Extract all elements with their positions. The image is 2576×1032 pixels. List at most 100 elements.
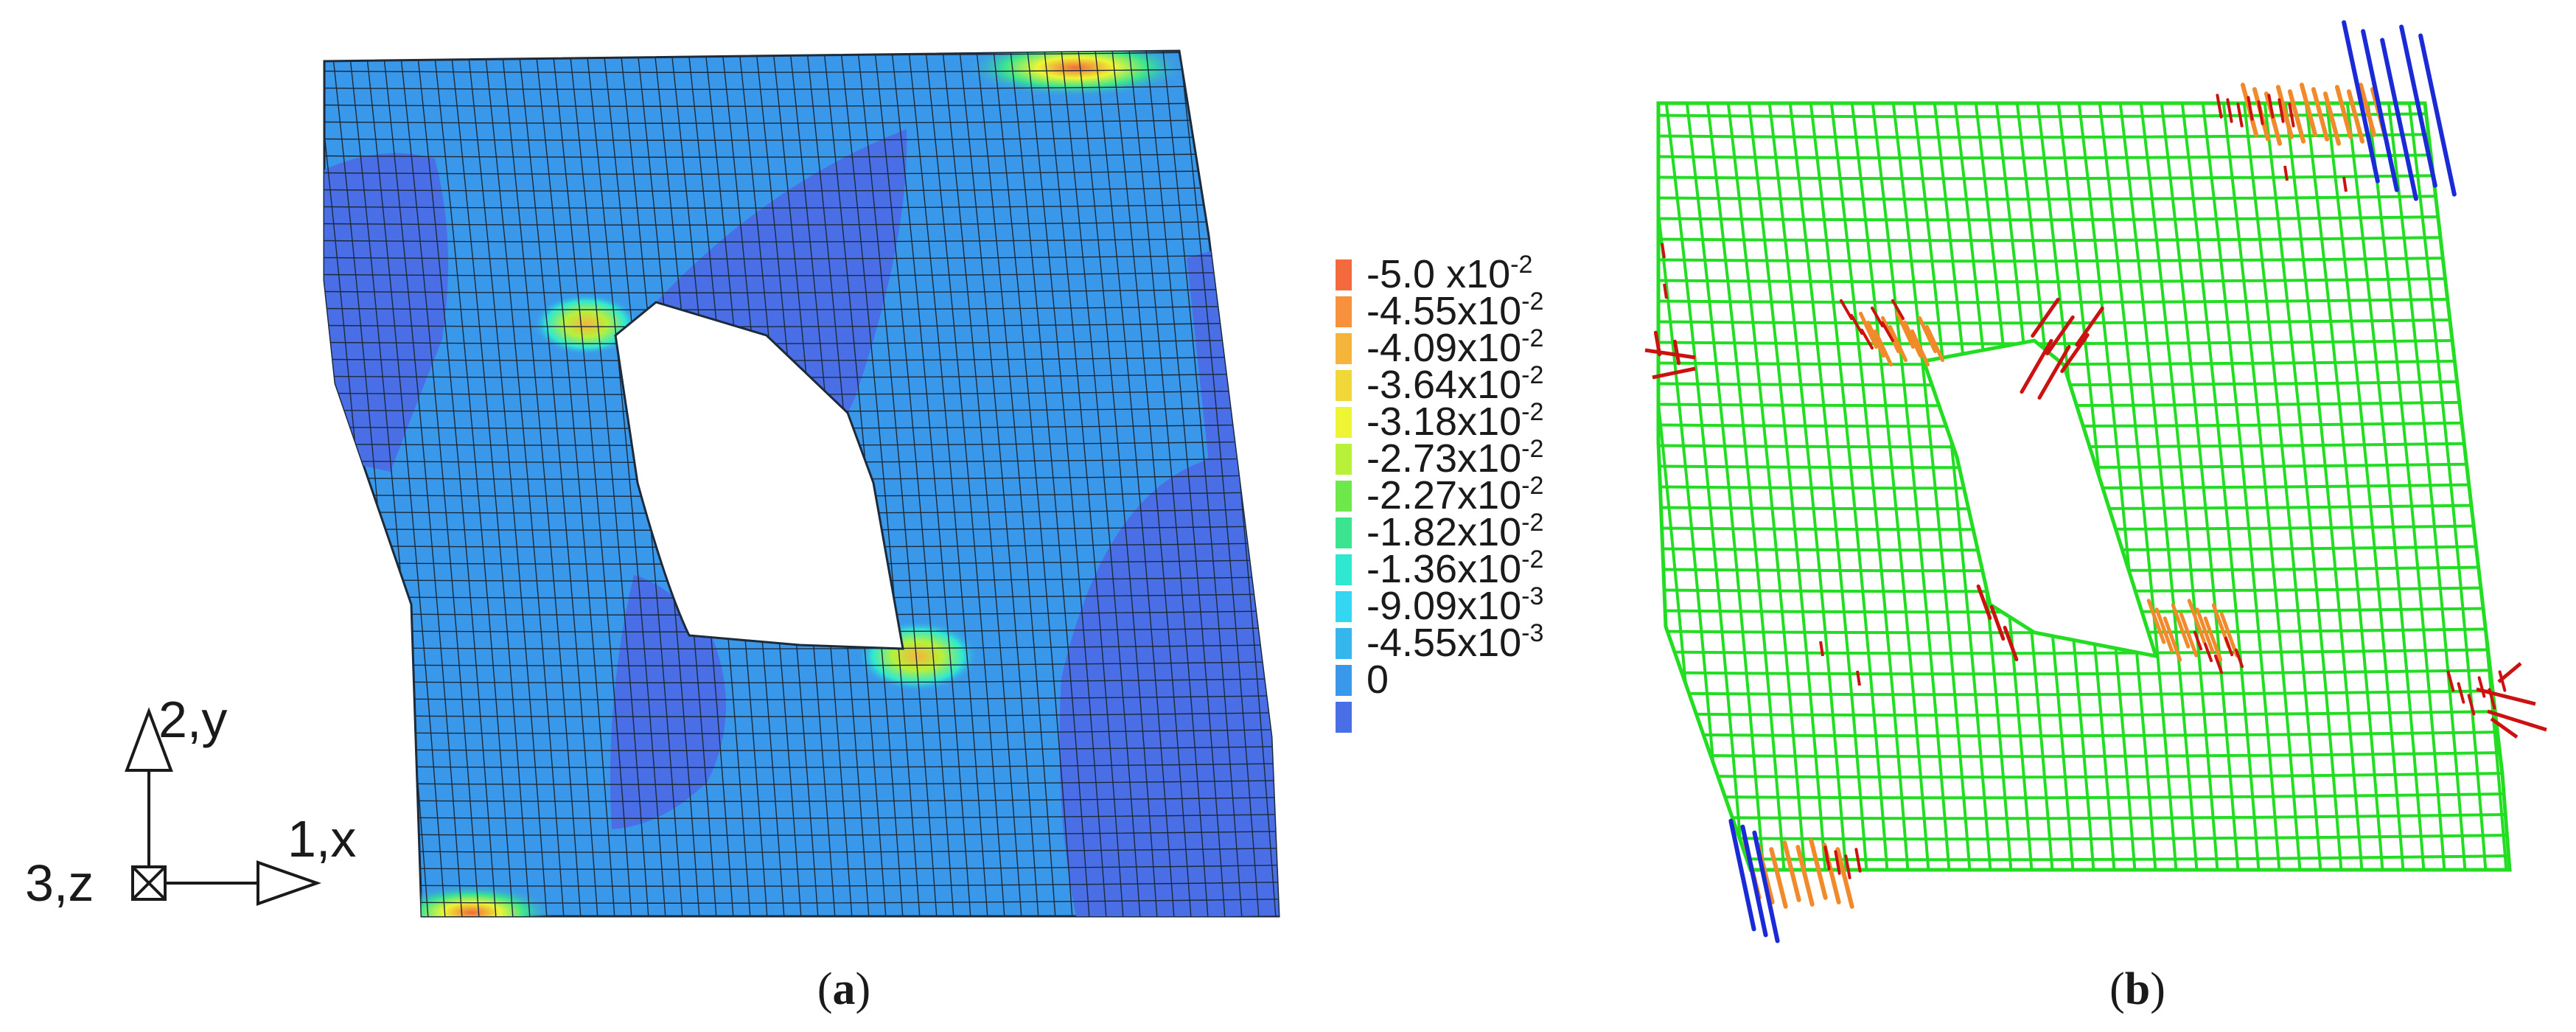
- crack-orange: [1924, 324, 1945, 363]
- caption-b-letter: b: [2125, 964, 2150, 1014]
- mesh-a-vertical-line: [1178, 51, 1260, 916]
- mesh-b-horizontal-line: [1658, 792, 2510, 800]
- mesh-b-horizontal-line: [1658, 854, 2510, 862]
- mesh-a-horizontal-line: [324, 644, 1279, 649]
- crack-red: [2060, 332, 2090, 374]
- crack-red: [1819, 641, 1824, 657]
- crack-orange: [1782, 840, 1801, 902]
- legend-label: -4.55x10-2: [1366, 287, 1543, 333]
- legend-label: -9.09x10-3: [1366, 582, 1543, 628]
- mesh-b-vertical-line: [2239, 103, 2323, 870]
- mesh-a-horizontal-line: [280, 34, 1327, 38]
- crack-orange: [2275, 85, 2294, 139]
- legend-label: -3.18x10-2: [1366, 398, 1543, 444]
- mesh-a-horizontal-line: [324, 321, 1279, 327]
- legend-label: -4.09x10-2: [1366, 324, 1543, 370]
- mesh-b-vertical-line: [2466, 103, 2510, 870]
- mesh-a-horizontal-line: [324, 101, 1279, 107]
- mesh-b-vertical-line: [2095, 103, 2179, 870]
- crack-red: [2477, 676, 2486, 698]
- mesh-a-horizontal-line: [324, 881, 1279, 887]
- crack-orange: [1795, 845, 1815, 907]
- mesh-b-vertical-line: [2136, 103, 2220, 870]
- mesh-b-vertical-line: [2074, 103, 2158, 870]
- crack-red: [2213, 654, 2224, 674]
- crack-red: [2267, 94, 2275, 119]
- mesh-a-vertical-line: [398, 51, 481, 916]
- legend-swatch: [1336, 665, 1352, 696]
- crack-red: [2257, 100, 2264, 125]
- crack-red: [1854, 848, 1862, 873]
- caption-b-close: ): [2150, 964, 2165, 1014]
- mesh-b-vertical-line: [2507, 103, 2510, 870]
- crack-red: [2216, 94, 2223, 119]
- crack-red: [1844, 854, 1851, 879]
- mesh-b-vertical-line: [2446, 103, 2510, 870]
- legend-swatch: [1336, 370, 1352, 401]
- legend-label: -3.64x10-2: [1366, 361, 1543, 407]
- mesh-b-vertical-line: [2342, 103, 2426, 870]
- mesh-b-vertical-line: [2177, 103, 2261, 870]
- mesh-a-horizontal-line: [324, 660, 1279, 666]
- crack-orange: [1910, 329, 1930, 367]
- mesh-a-vertical-line: [449, 51, 531, 916]
- mesh-b-vertical-line: [2157, 103, 2241, 870]
- mesh-b-vertical-line: [1909, 103, 1993, 870]
- mesh-a-vertical-line: [1076, 51, 1159, 916]
- crack-orange: [2163, 616, 2182, 662]
- caption-b: (b): [2109, 964, 2165, 1014]
- low-stress-zone-lower-diagonal: [610, 575, 726, 829]
- low-stress-zone-upper-diagonal: [656, 129, 907, 413]
- legend-label: -4.55x10-3: [1366, 619, 1543, 665]
- crack-red: [2193, 630, 2203, 651]
- mesh-a-vertical-line: [466, 51, 548, 916]
- mesh-b-horizontal-line: [1658, 688, 2510, 697]
- crack-red: [2236, 102, 2244, 128]
- mesh-b-vertical-line: [2384, 103, 2468, 870]
- mesh-b-vertical-line: [2301, 103, 2385, 870]
- mesh-a-vertical-line: [1025, 51, 1108, 916]
- crack-orange: [2287, 89, 2306, 144]
- mesh-a-horizontal-line: [324, 745, 1279, 751]
- mesh-b-vertical-line: [1888, 103, 1972, 870]
- legend-swatch: [1336, 444, 1352, 475]
- mesh-a-horizontal-line: [324, 304, 1279, 310]
- mesh-b-vertical-line: [2322, 103, 2406, 870]
- mesh-a-vertical-line: [1059, 51, 1142, 916]
- crack-orange: [1835, 847, 1854, 909]
- mesh-b-vertical-line: [2115, 103, 2199, 870]
- crack-red: [2490, 717, 2519, 739]
- legend-swatch: [1336, 481, 1352, 512]
- mesh-a-vertical-line: [534, 51, 616, 916]
- mesh-b-vertical-line: [2198, 103, 2282, 870]
- mesh-b-vertical-line: [1658, 103, 1725, 870]
- crack-red: [2045, 315, 2075, 356]
- crack-orange: [2154, 607, 2174, 653]
- crack-blue: [2418, 33, 2457, 197]
- crack-red: [1989, 604, 2006, 641]
- crack-orange: [2299, 83, 2318, 137]
- mesh-a-horizontal-line: [324, 847, 1279, 853]
- crack-red: [1672, 339, 1681, 366]
- crack-red: [1663, 283, 1668, 299]
- mesh-a-horizontal-line: [324, 152, 1279, 158]
- mesh-a-horizontal-line: [324, 355, 1279, 361]
- mesh-b-horizontal-line: [1658, 214, 2510, 222]
- crack-red: [1823, 846, 1831, 871]
- crack-red: [1860, 328, 1874, 350]
- crack-orange: [1888, 324, 1908, 363]
- crack-red: [2342, 176, 2348, 192]
- mesh-b-vertical-line: [1868, 103, 1952, 870]
- mesh-a-vertical-line: [974, 51, 1057, 916]
- crack-red: [2247, 96, 2254, 121]
- crack-orange: [2219, 612, 2239, 658]
- crack-red: [2003, 625, 2019, 662]
- crack-red: [2226, 98, 2233, 123]
- mesh-b-vertical-line: [2219, 103, 2303, 870]
- caption-a-close: ): [856, 964, 871, 1014]
- crack-orange: [1809, 838, 1828, 900]
- mesh-b-horizontal-line: [1658, 709, 2510, 717]
- mesh-a-vertical-line: [940, 51, 1023, 916]
- mesh-b-vertical-line: [1785, 103, 1869, 870]
- mesh-a-vertical-line: [551, 51, 633, 916]
